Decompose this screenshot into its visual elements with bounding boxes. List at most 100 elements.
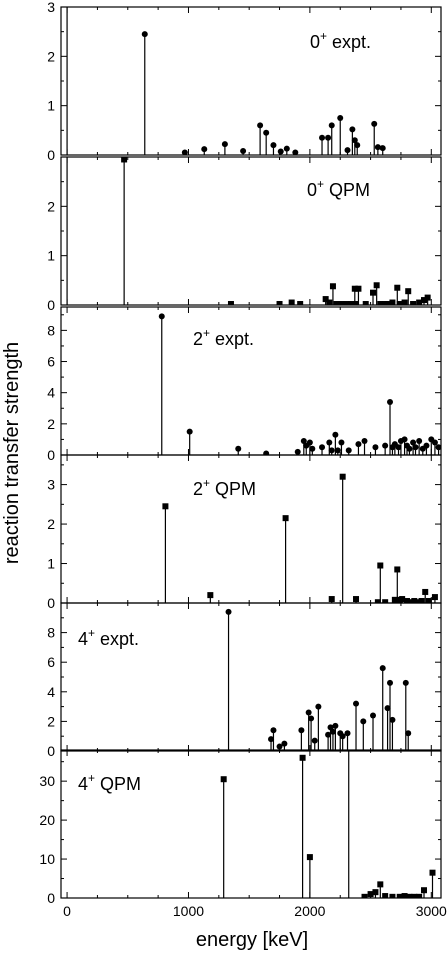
data-point [344,730,351,737]
panel-label: 0+ expt. [310,29,371,52]
data-point [283,145,290,152]
data-point [370,712,377,719]
data-point [402,679,409,686]
data-point [235,445,242,452]
y-tick-label: 2 [47,713,55,729]
data-point [382,442,389,449]
data-point [382,893,389,898]
y-tick-label: 30 [39,773,55,789]
data-point [371,120,378,127]
data-point [389,299,396,305]
data-point [389,716,396,723]
data-point [353,301,360,305]
data-point [377,562,384,569]
data-point [298,727,305,734]
data-point [162,503,169,510]
data-point [308,715,315,722]
y-tick-label: 0 [47,147,55,163]
data-point [338,439,345,446]
data-point [421,297,428,304]
data-point [121,157,128,163]
data-point [351,285,358,292]
data-point [361,893,368,898]
axes-box [60,156,442,306]
data-point [270,727,277,734]
data-point [263,129,270,136]
data-point [306,854,313,861]
data-point [221,141,228,148]
axes-box [60,602,442,752]
data-point [374,144,381,151]
data-point [329,728,336,735]
data-point [345,447,352,454]
y-axis-label: reaction transfer strength [1,342,23,564]
data-point [270,142,277,149]
y-tick-label: 0 [47,743,55,759]
data-point [435,444,441,451]
data-point [326,299,333,305]
panel-3 [158,313,441,455]
panel-label: 4+ QPM [78,771,141,794]
data-point [326,439,333,446]
data-point [389,893,396,898]
panel-frame: 0 1 2 3 0+ expt. [47,0,442,163]
data-point [329,283,336,290]
data-point [257,122,264,129]
data-point [351,137,358,144]
data-point [240,148,247,155]
y-tick-label: 3 [47,0,55,15]
data-point [309,445,316,452]
data-point [337,115,344,121]
y-tick-label: 0 [47,890,55,906]
data-point [405,730,412,737]
data-point [374,599,381,603]
data-point [379,145,386,152]
data-point [396,893,403,898]
panel-frame: 0 1 2 0+ QPM [47,156,442,313]
data-point [431,594,438,601]
panel-1 [66,7,386,155]
data-point [294,448,301,455]
data-point [207,592,214,599]
data-point [377,301,384,305]
data-point [292,149,299,155]
y-tick-label: 2 [47,416,55,432]
panel-label: 4+ expt. [78,626,139,649]
data-point [416,437,423,444]
data-point [311,737,318,744]
panel-2 [66,157,431,305]
data-point [281,740,288,747]
data-point [370,289,377,296]
data-point [391,596,398,603]
data-point [405,288,412,295]
data-point [322,296,329,303]
data-point [355,285,362,292]
data-point [263,450,270,455]
y-tick-label: 10 [39,851,55,867]
data-point [429,869,436,876]
data-point [332,722,339,729]
data-point [328,596,335,603]
data-point [354,142,361,149]
panel-5 [225,608,412,751]
data-point [268,736,275,743]
y-tick-label: 2 [47,516,55,532]
y-tick-label: 4 [47,385,55,401]
axes-box [60,454,442,604]
data-point [373,282,380,289]
data-point [343,301,350,305]
data-point [401,893,408,898]
x-tick-label: 1000 [173,903,204,919]
data-point [422,588,429,595]
data-point [339,473,346,480]
data-point [411,598,418,603]
data-point [306,439,313,446]
data-point [416,299,423,305]
x-tick-label: 2000 [294,903,325,919]
data-point [334,447,341,454]
y-tick-label: 2 [47,48,55,64]
data-point [394,284,401,291]
panel-frame: 0 2 4 6 8 2+ expt. [47,306,442,463]
data-point [186,428,193,435]
data-point [379,665,386,672]
